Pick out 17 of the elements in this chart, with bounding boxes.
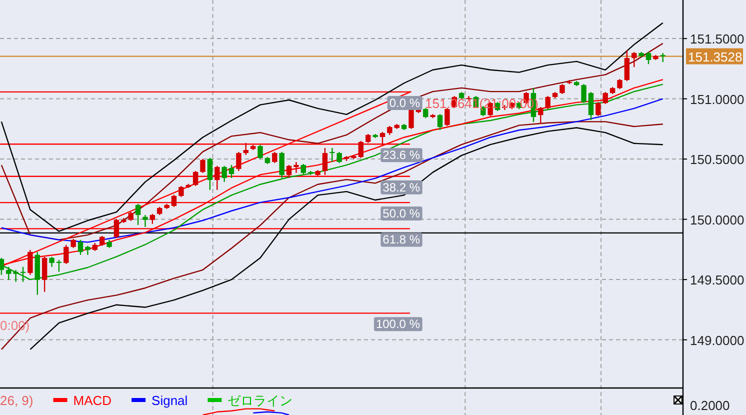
ref-line-label: 151.3528 [688, 49, 742, 64]
annotation: 100.0 % [376, 317, 420, 332]
text: 0.2000 [690, 398, 730, 413]
annotation: 38.2 % [382, 180, 420, 194]
y-tick-label: 149.5000 [690, 272, 744, 288]
y-tick-label: 151.0000 [690, 92, 744, 107]
y-tick-label: 149.0000 [690, 332, 744, 348]
y-tick-label: 150.5000 [690, 152, 744, 168]
annotation: 61.8 % [382, 232, 420, 247]
legend-label: Signal [152, 393, 188, 408]
y-tick-label: 150.0000 [690, 212, 744, 228]
annotation: 50.0 % [382, 206, 420, 221]
chart-title: 26, 9) [0, 393, 34, 408]
annotation: 23.6 % [382, 148, 420, 162]
y-tick-label: 151.5000 [690, 32, 744, 47]
legend-label: ゼロライン [228, 393, 293, 408]
legend-label: MACD [73, 393, 112, 408]
